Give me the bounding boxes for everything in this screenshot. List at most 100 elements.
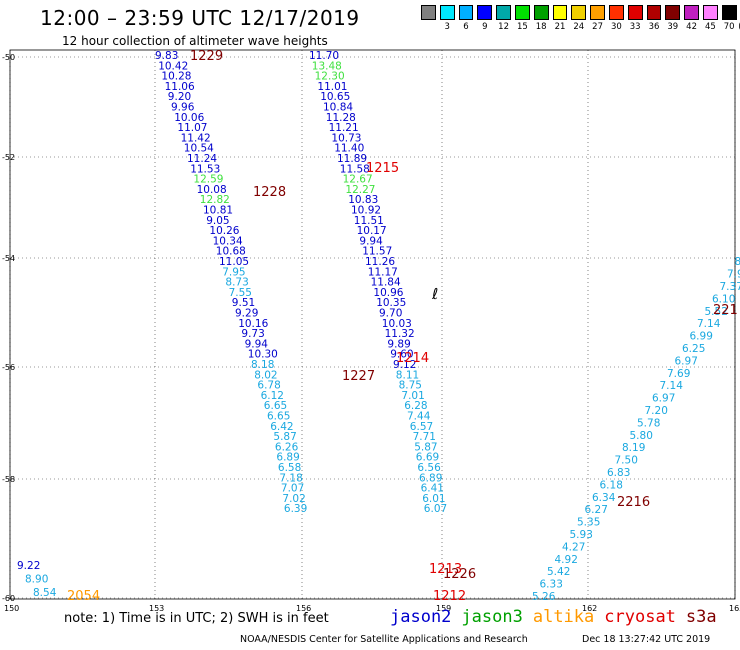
legend-label: 45 bbox=[704, 22, 716, 32]
wave-height-value: 7.14 bbox=[660, 380, 684, 392]
wave-height-value: 9.12 bbox=[393, 359, 416, 371]
legend-swatch bbox=[609, 5, 624, 20]
wave-height-value: 12.67 bbox=[343, 174, 373, 186]
wave-height-value: 11.89 bbox=[337, 153, 367, 165]
wave-height-value: 11.57 bbox=[362, 246, 392, 258]
wave-height-value: 11.53 bbox=[190, 163, 220, 175]
wave-height-value: 9.22 bbox=[17, 560, 40, 572]
wave-height-value: 6.65 bbox=[264, 400, 287, 412]
wave-height-value: 6.42 bbox=[270, 421, 293, 433]
wave-height-value: 8.54 bbox=[33, 587, 57, 599]
wave-height-value: 7.37 bbox=[720, 281, 740, 293]
wave-height-value: 11.06 bbox=[165, 81, 195, 93]
wave-height-value: 10.65 bbox=[320, 91, 350, 103]
wave-height-value: 7.07 bbox=[281, 483, 304, 495]
map-frame bbox=[9, 49, 736, 600]
wave-height-value: 7.95 bbox=[222, 266, 245, 278]
wave-height-value: 9.51 bbox=[232, 297, 255, 309]
legend-swatch bbox=[571, 5, 587, 20]
wave-height-value: 7.20 bbox=[645, 405, 668, 417]
satellite-tracks: 9.8310.4210.2811.069.209.9610.0611.0711.… bbox=[17, 50, 740, 603]
satellite-legend-item: altika bbox=[532, 607, 595, 627]
legend-label: 70 bbox=[723, 22, 735, 32]
legend-swatch bbox=[515, 5, 530, 20]
wave-height-value: 6.01 bbox=[422, 493, 445, 505]
legend-label: 21 bbox=[554, 22, 566, 32]
wave-height-value: 8.11 bbox=[396, 369, 419, 381]
lon-label: 153 bbox=[149, 604, 164, 613]
wave-height-value: 10.84 bbox=[323, 102, 353, 114]
wave-height-value: 6.89 bbox=[276, 452, 299, 464]
wave-height-value: 9.83 bbox=[155, 50, 178, 62]
wave-height-value: 11.28 bbox=[326, 112, 356, 124]
wave-height-value: 6.57 bbox=[410, 421, 433, 433]
wave-height-value: 6.10 bbox=[712, 293, 735, 305]
wave-height-value: 9.89 bbox=[387, 338, 410, 350]
wave-height-value: 10.68 bbox=[216, 246, 246, 258]
pass-time-label: 1212 bbox=[433, 589, 466, 604]
wave-height-value: 10.83 bbox=[348, 194, 378, 206]
wave-height-value: 12.27 bbox=[345, 184, 375, 196]
wave-height-value: 5.87 bbox=[273, 431, 296, 443]
map-subtitle: 12 hour collection of altimeter wave hei… bbox=[62, 34, 328, 48]
wave-height-value: 6.07 bbox=[424, 503, 447, 515]
wave-height-value: 11.05 bbox=[219, 256, 249, 268]
wave-height-value: 9.20 bbox=[168, 91, 191, 103]
satellite-legend-item: jason2 bbox=[390, 607, 452, 627]
lon-label: 156 bbox=[296, 604, 311, 613]
wave-height-value: 9.29 bbox=[235, 308, 258, 320]
legend-swatch bbox=[590, 5, 605, 20]
pass-time-label: 2054 bbox=[67, 589, 100, 604]
legend-label: 27 bbox=[592, 22, 603, 32]
legend-swatch bbox=[703, 5, 718, 20]
wave-height-value: 11.84 bbox=[371, 277, 401, 289]
wave-height-value: 5.26 bbox=[532, 591, 556, 603]
wave-height-value: 10.08 bbox=[197, 184, 227, 196]
legend-label: 3 bbox=[444, 22, 450, 32]
legend-swatch bbox=[477, 5, 493, 20]
wave-height-value: 10.06 bbox=[174, 112, 204, 124]
wave-height-value: 10.34 bbox=[213, 235, 243, 247]
wave-height-value: 11.51 bbox=[354, 215, 384, 227]
pass-time-label: 1229 bbox=[190, 49, 223, 64]
wave-height-value: 10.54 bbox=[184, 143, 214, 155]
legend-swatch bbox=[552, 5, 568, 20]
legend-label: 9 bbox=[482, 22, 488, 32]
satellite-legend: jason2 jason3 altika cryosat s3a bbox=[390, 607, 727, 627]
wave-height-value: 11.32 bbox=[385, 328, 415, 340]
wave-height-value: 6.26 bbox=[275, 441, 299, 453]
wave-height-value: 9.60 bbox=[390, 349, 413, 361]
wave-height-value: 6.33 bbox=[540, 579, 563, 591]
wave-height-value: 10.35 bbox=[376, 297, 406, 309]
wave-height-value: 8.90 bbox=[25, 574, 48, 586]
wave-height-value: 8.21 bbox=[735, 256, 740, 268]
wave-height-value: 12.59 bbox=[193, 174, 223, 186]
wave-height-value: 6.27 bbox=[585, 504, 608, 516]
wave-height-value: 4.27 bbox=[562, 541, 585, 553]
lat-label: -56 bbox=[2, 363, 15, 372]
wave-height-value: 6.25 bbox=[682, 343, 705, 355]
wave-height-value: 4.92 bbox=[555, 554, 578, 566]
wave-height-value: 9.94 bbox=[245, 338, 269, 350]
legend-swatch bbox=[496, 5, 511, 20]
wave-height-value: 6.41 bbox=[421, 483, 444, 495]
lat-label: -54 bbox=[2, 254, 15, 263]
lon-label: 162 bbox=[582, 604, 597, 613]
wave-height-value: 12.30 bbox=[315, 71, 345, 83]
wave-height-value: 8.02 bbox=[254, 369, 277, 381]
pass-time-label: 1227 bbox=[342, 369, 375, 384]
pass-time-label: 2216 bbox=[617, 495, 650, 510]
map-grid bbox=[9, 49, 736, 600]
wave-height-value: 8.73 bbox=[225, 277, 248, 289]
wave-height-value: 10.96 bbox=[373, 287, 403, 299]
wave-height-value: 7.90 bbox=[727, 269, 740, 281]
wave-height-value: 10.26 bbox=[209, 225, 239, 237]
lat-label: -52 bbox=[2, 153, 15, 162]
wave-height-value: 11.70 bbox=[309, 50, 339, 62]
wave-height-value: 6.99 bbox=[690, 331, 713, 343]
wave-height-value: 11.17 bbox=[368, 266, 398, 278]
legend-swatch bbox=[439, 5, 455, 20]
